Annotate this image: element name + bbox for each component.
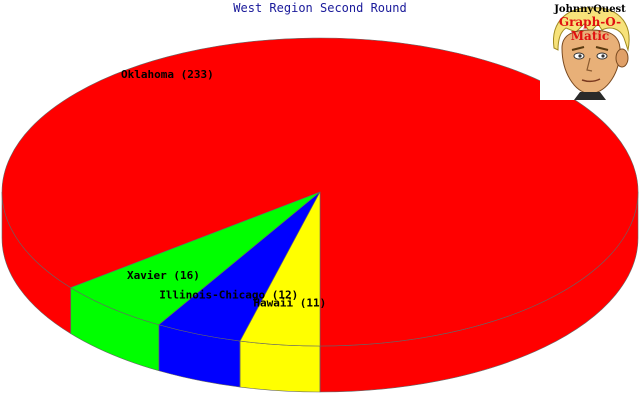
pie-slice-label-1: Xavier (16) (127, 269, 200, 282)
cartoon-boy-face-icon (553, 7, 630, 100)
pie-slice-side-3-0 (239, 340, 321, 393)
logo-line1: JohnnyQuest (554, 4, 626, 15)
logo-line2: Graph-O-Matic (558, 15, 622, 43)
chart-title: West Region Second Round (233, 1, 407, 15)
pie-slice-3 (239, 191, 321, 347)
pie-slice-label-2: Illinois-Chicago (12) (159, 289, 298, 302)
graph-o-matic-logo: JohnnyQuest Graph-O-Matic (540, 0, 640, 100)
pie-slice-label-3: Hawaii (11) (253, 297, 326, 310)
pie-slice-label-0: Oklahoma (233) (121, 68, 214, 81)
